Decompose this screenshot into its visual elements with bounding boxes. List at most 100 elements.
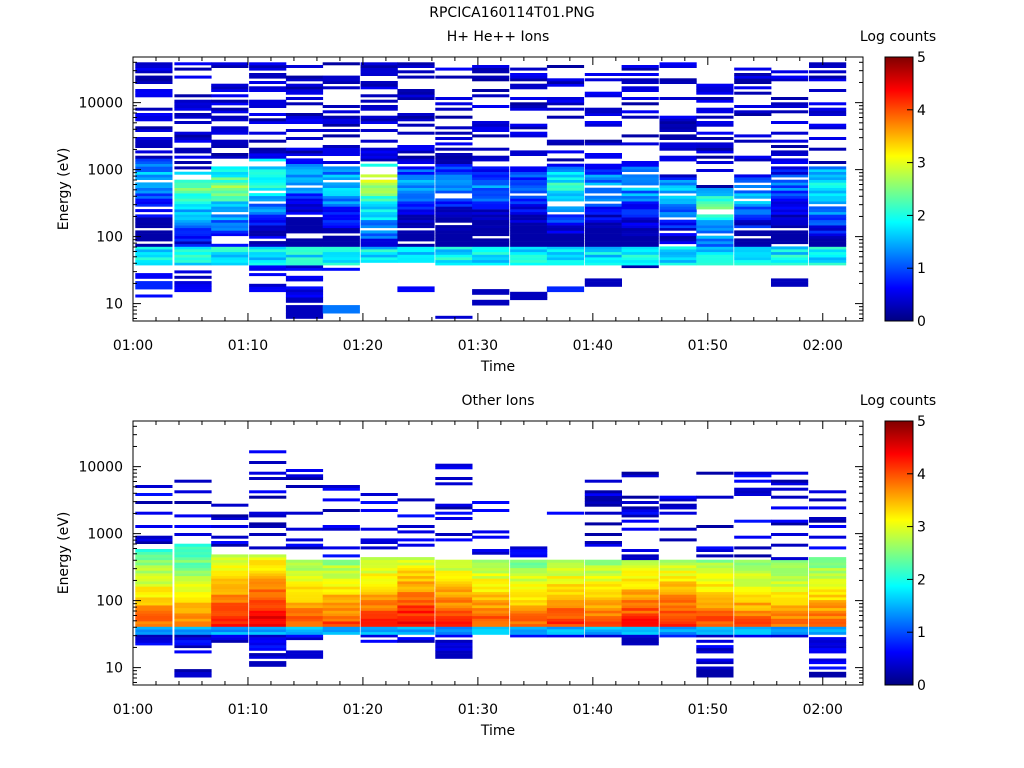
heatmap-cell [397,166,435,170]
heatmap-cell [285,222,324,226]
heatmap-cell [734,190,772,194]
heatmap-cell [322,169,360,172]
heatmap-cell [809,613,847,617]
heatmap-cell [510,615,548,619]
heatmap-cell [285,626,324,630]
heatmap-cell [285,211,324,215]
heatmap-cell [285,259,324,263]
heatmap-cell [211,621,249,625]
heatmap-cell [510,549,548,552]
heatmap-cell [659,195,697,199]
heatmap-cell [621,557,659,561]
heatmap-cell [360,198,398,202]
heatmap-cell [397,254,435,258]
y-tick-label: 10 [105,661,123,677]
heatmap-cell [584,241,622,245]
heatmap-cell [734,610,772,614]
heatmap-cell [771,195,809,199]
heatmap-cell [174,583,212,587]
heatmap-cell [809,187,847,191]
heatmap-cell [734,177,772,180]
heatmap-cell [285,591,324,595]
heatmap-cell [285,129,324,132]
heatmap-cell [174,286,212,290]
heatmap-cell [211,198,249,202]
heatmap-cell [360,618,398,622]
heatmap-cell [696,249,734,253]
heatmap-cell [135,65,173,68]
heatmap-cell [584,91,622,95]
heatmap-cell [285,538,324,542]
heatmap-cell [135,115,173,119]
heatmap-cell [135,626,173,630]
heatmap-cell [397,113,435,116]
heatmap-cell [546,163,585,167]
heatmap-cell [771,519,809,523]
heatmap-cell [249,461,287,464]
heatmap-cell [584,211,622,215]
heatmap-cell [472,230,510,234]
heatmap-cell [621,110,659,114]
heatmap-cell [211,115,249,119]
heatmap-cell [285,474,324,478]
heatmap-cell [472,591,510,595]
heatmap-cell [472,179,510,183]
heatmap-cell [584,591,622,595]
heatmap-cell [510,73,548,76]
heatmap-cell [360,259,398,263]
heatmap-cell [397,89,435,92]
heatmap-cell [510,605,548,609]
heatmap-cell [397,538,435,542]
heatmap-cell [435,618,473,622]
heatmap-cell [472,259,510,263]
heatmap-cell [809,161,847,164]
heatmap-cell [510,602,548,606]
heatmap-cell [397,171,435,175]
heatmap-cell [659,570,697,574]
heatmap-cell [771,131,809,135]
heatmap-cell [322,227,360,231]
heatmap-cell [135,262,173,266]
heatmap-cell [211,610,249,614]
heatmap-cell [174,211,212,215]
heatmap-cell [174,161,212,164]
heatmap-cell [659,495,697,499]
heatmap-cell [285,166,324,170]
heatmap-cell [472,174,510,178]
heatmap-cell [696,586,734,590]
heatmap-cell [696,471,734,475]
heatmap-cell [809,219,847,223]
heatmap-cell [397,158,435,162]
heatmap-cell [397,193,435,197]
heatmap-cell [659,506,697,510]
heatmap-cell [584,570,622,574]
heatmap-cell [472,241,510,245]
heatmap-cell [249,599,287,603]
heatmap-cell [546,115,585,119]
heatmap-cell [135,195,173,199]
heatmap-cell [659,586,697,590]
heatmap-cell [397,637,435,641]
heatmap-cell [285,115,324,119]
heatmap-cell [174,249,212,253]
heatmap-cell [510,610,548,614]
heatmap-cell [211,142,249,146]
heatmap-cell [621,195,659,199]
heatmap-cell [734,618,772,622]
heatmap-cell [696,610,734,614]
heatmap-cell [211,65,249,68]
heatmap-cell [249,591,287,595]
heatmap-cell [510,203,548,207]
heatmap-cell [360,150,398,154]
heatmap-cell [397,91,435,95]
heatmap-cell [584,238,622,242]
heatmap-cell [546,251,585,255]
heatmap-cell [435,578,473,582]
heatmap-cell [435,573,473,577]
heatmap-cell [360,621,398,625]
heatmap-cell [435,613,473,617]
heatmap-cell [360,559,398,563]
heatmap-cell [771,565,809,569]
heatmap-cell [285,575,324,579]
heatmap-cell [771,599,809,603]
